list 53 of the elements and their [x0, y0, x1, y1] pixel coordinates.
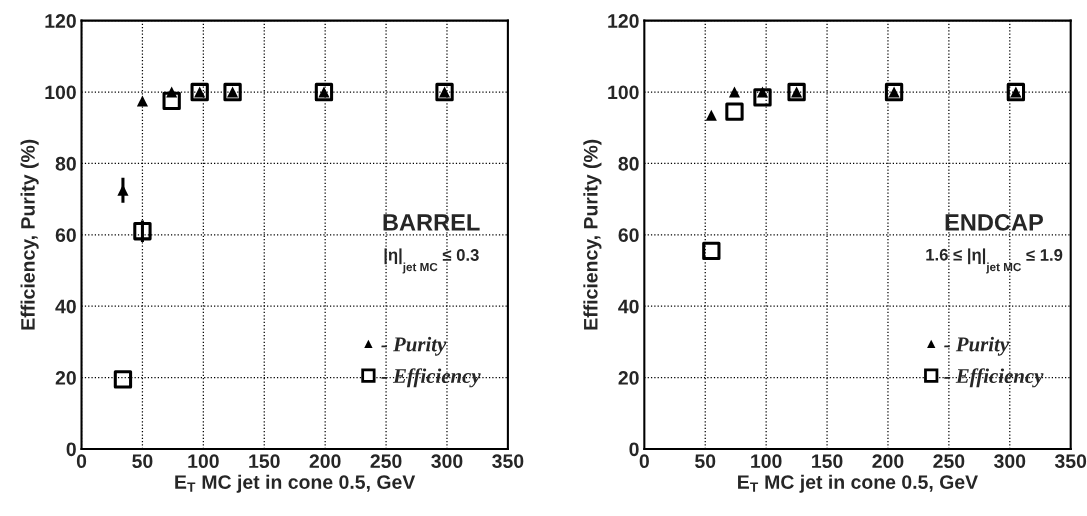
- x-axis-title: E$_{T}$ MC jet in cone 0.5, GeV: [738, 474, 978, 493]
- x-tick-label: 350: [1054, 454, 1087, 469]
- annotation: BARREL: [383, 214, 480, 231]
- x-tick-label: 200: [309, 454, 341, 469]
- x-tick-label: 150: [812, 454, 843, 469]
- point: [190, 82, 209, 102]
- point: [753, 88, 772, 107]
- point: [133, 222, 152, 241]
- y-tick-label: 40: [55, 299, 76, 314]
- y-tick-label: 20: [618, 371, 639, 385]
- x-tick-label: 50: [695, 454, 716, 469]
- y-tick-label: 80: [55, 156, 76, 171]
- x-tick-label: 100: [751, 454, 782, 469]
- y-tick-label: 0: [66, 442, 76, 457]
- point: [113, 370, 133, 389]
- y-tick-label: 40: [618, 299, 639, 314]
- point: [725, 102, 744, 121]
- y-tick-label: 120: [608, 14, 639, 28]
- x-tick-label: 300: [994, 454, 1026, 469]
- x-tick-label: 150: [249, 454, 280, 469]
- y-axis-title: Efficiency, Purity (%): [20, 139, 39, 330]
- legend-label: - Purity: [381, 336, 447, 356]
- legend-label: - Efficiency: [944, 368, 1044, 388]
- y-tick-label: 0: [629, 442, 639, 457]
- point: [787, 82, 806, 102]
- point: [702, 241, 721, 261]
- y-tick-label: 120: [45, 14, 76, 28]
- y-tick-label: 80: [618, 156, 639, 171]
- point: [166, 86, 178, 98]
- x-tick-label: 100: [188, 454, 219, 469]
- point: [162, 91, 181, 111]
- y-tick-label: 60: [55, 228, 76, 243]
- x-tick-label: 350: [492, 454, 524, 469]
- point: [728, 86, 741, 98]
- y-tick-label: 60: [618, 228, 639, 243]
- y-tick-label: 100: [45, 85, 76, 100]
- annotation: |η|jet MC ≤ 0.3: [384, 248, 479, 274]
- y-tick-label: 20: [55, 371, 76, 385]
- x-tick-label: 200: [872, 454, 904, 469]
- y-tick-label: 100: [608, 85, 639, 100]
- x-axis-title: E$_{T}$ MC jet in cone 0.5, GeV: [175, 474, 416, 493]
- legend-label: - Purity: [944, 336, 1010, 356]
- legend-label: - Efficiency: [381, 368, 481, 388]
- x-tick-label: 250: [933, 454, 965, 469]
- x-tick-label: 50: [132, 454, 153, 469]
- x-tick-label: 0: [76, 454, 87, 469]
- annotation: ENDCAP: [945, 214, 1043, 231]
- x-tick-label: 250: [370, 454, 402, 469]
- x-tick-label: 300: [431, 454, 463, 469]
- y-axis-title: Efficiency, Purity (%): [583, 139, 602, 330]
- annotation: 1.6 ≤ |η|jet MC ≤ 1.9: [926, 248, 1063, 274]
- x-tick-label: 0: [639, 454, 649, 469]
- point: [705, 109, 717, 121]
